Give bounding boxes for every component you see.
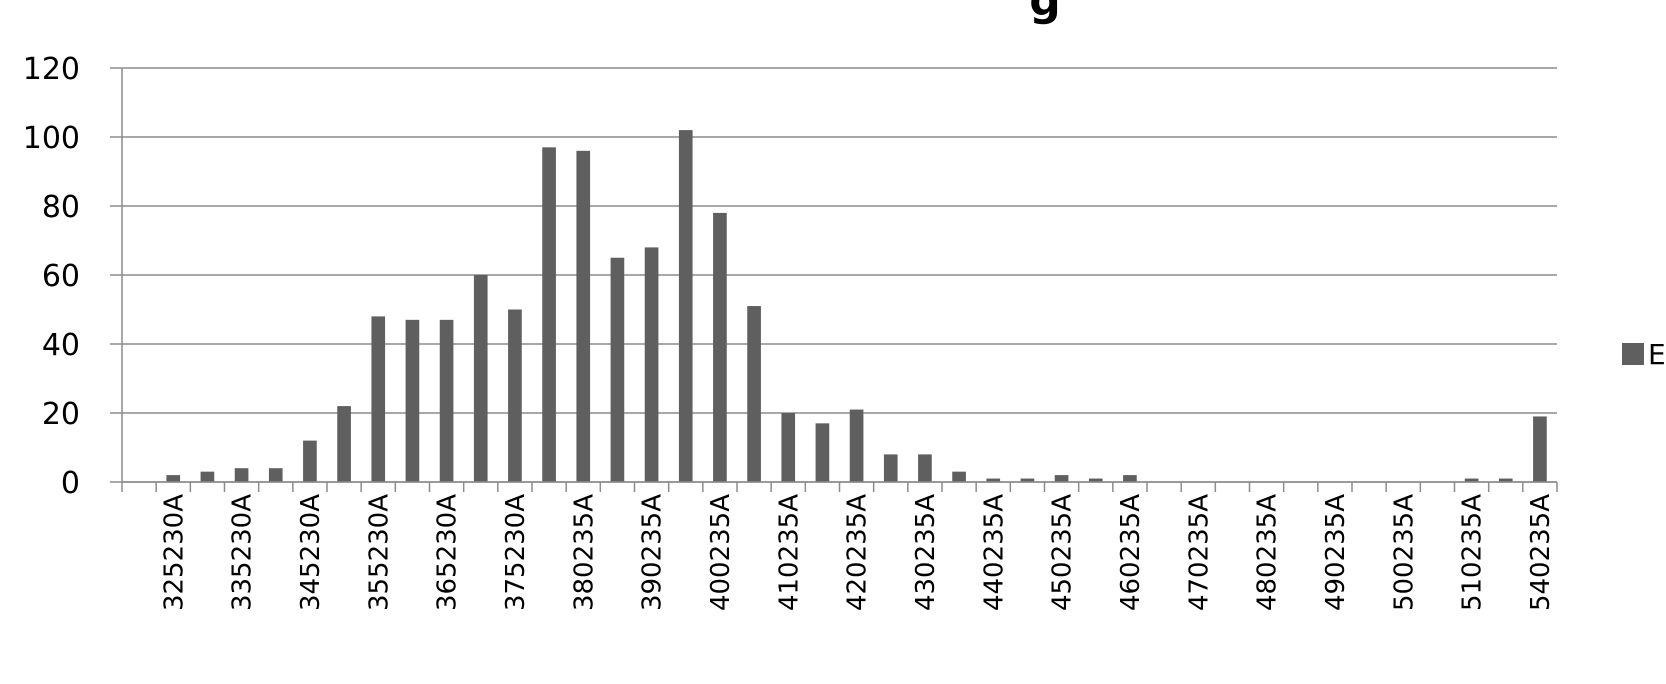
y-tick-label: 80 — [42, 190, 80, 225]
bar — [371, 316, 386, 482]
x-tick-label: 345230A — [296, 494, 326, 611]
bar — [473, 275, 488, 482]
bar — [952, 471, 966, 482]
x-tick-label: 470235A — [1184, 494, 1214, 611]
bar — [166, 475, 181, 482]
gridlines — [122, 67, 1557, 483]
y-tick-label: 120 — [23, 52, 80, 87]
x-tick-label: 390235A — [638, 494, 668, 611]
x-tick-label: 420235A — [843, 494, 873, 611]
x-tick-label: 410235A — [774, 494, 804, 611]
bar — [234, 468, 249, 482]
x-tick-label: 335230A — [228, 494, 258, 611]
legend-label: E — [1648, 338, 1666, 371]
chart-title: g — [1029, 0, 1061, 26]
bar — [576, 150, 591, 483]
bar — [849, 409, 864, 482]
y-tick-label: 0 — [61, 466, 80, 501]
bar — [1123, 475, 1137, 482]
bar — [508, 309, 522, 482]
y-tick-label: 100 — [23, 121, 80, 156]
x-tick-label: 480235A — [1253, 494, 1283, 611]
x-tick-label: 365230A — [433, 494, 463, 611]
bar — [883, 454, 898, 482]
bar — [1020, 478, 1035, 482]
x-tick-label: 380235A — [569, 494, 599, 611]
bar — [1054, 475, 1069, 482]
y-axis: 0 20 40 60 80 100 120 — [23, 52, 123, 501]
bar — [200, 471, 215, 482]
bar — [303, 440, 317, 482]
x-tick-label: 500235A — [1389, 494, 1419, 611]
x-tick-label: 375230A — [501, 494, 531, 611]
bars — [166, 130, 1547, 483]
x-axis: 325230A 335230A 345230A 355230A 365230A 37523… — [121, 481, 1558, 611]
bar — [986, 478, 1001, 482]
bar — [1088, 478, 1103, 482]
bar — [1498, 478, 1513, 482]
bar — [610, 257, 625, 482]
x-tick-label: 325230A — [159, 494, 189, 611]
x-tick-label: 440235A — [979, 494, 1009, 611]
bar — [815, 423, 830, 482]
bar — [747, 306, 761, 482]
bar — [918, 454, 932, 482]
y-tick-label: 40 — [42, 328, 80, 363]
bar — [542, 147, 556, 482]
bar — [1464, 478, 1479, 482]
y-tick-label: 60 — [42, 259, 80, 294]
x-tick-label: 510235A — [1458, 494, 1488, 611]
x-tick-label: 400235A — [706, 494, 736, 611]
bar — [337, 406, 351, 482]
bar — [1533, 416, 1547, 482]
x-tick-label: 540235A — [1526, 494, 1556, 611]
x-tick-label: 450235A — [1048, 494, 1078, 611]
bar — [713, 212, 727, 482]
bar — [439, 319, 454, 482]
x-tick-label: 430235A — [911, 494, 941, 611]
bar — [644, 247, 659, 482]
x-tick-label: 460235A — [1116, 494, 1146, 611]
x-tick-label: 355230A — [364, 494, 394, 611]
bar — [678, 130, 693, 482]
bar — [781, 413, 796, 482]
y-tick-label: 20 — [42, 397, 80, 432]
legend-swatch — [1622, 343, 1644, 365]
legend: E — [1622, 338, 1666, 371]
x-tick-label: 490235A — [1321, 494, 1351, 611]
bar — [405, 319, 420, 482]
bar — [268, 468, 283, 482]
